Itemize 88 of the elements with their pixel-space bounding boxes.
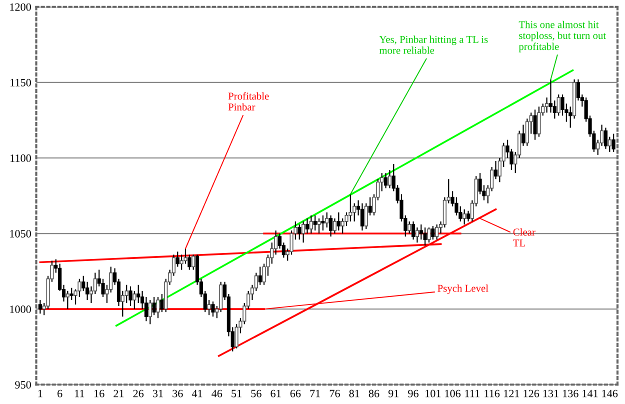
candlestick — [360, 202, 364, 232]
candlestick — [298, 224, 302, 240]
candlestick — [336, 212, 340, 232]
candlestick — [176, 251, 180, 268]
x-tick-label: 116 — [484, 390, 500, 398]
x-tick-label: 26 — [133, 390, 144, 398]
candlestick — [128, 286, 132, 307]
x-tick-label: 16 — [94, 390, 104, 398]
candlestick — [384, 172, 388, 189]
x-tick-label: 21 — [114, 390, 124, 398]
x-tick-label: 11 — [75, 390, 84, 398]
x-tick-label: 71 — [310, 390, 320, 398]
candlestick — [427, 226, 431, 244]
annotation: Clear TL — [513, 228, 536, 246]
x-tick-label: 86 — [368, 390, 380, 398]
candlestick — [556, 94, 560, 116]
candlestick — [82, 275, 86, 292]
x-tick-label: 41 — [192, 390, 202, 398]
candlestick — [325, 212, 329, 228]
candlestick — [466, 210, 470, 222]
x-tick-label: 106 — [445, 390, 461, 398]
annotation: Psych Level — [438, 284, 488, 294]
candlestick — [462, 208, 466, 225]
candlestick — [38, 299, 42, 314]
candlestick — [348, 194, 352, 222]
x-tick-label: 56 — [251, 390, 262, 398]
x-tick-label: 111 — [465, 390, 480, 398]
candlestick — [156, 296, 160, 319]
candlestick — [309, 214, 313, 234]
candlestick — [317, 218, 321, 234]
y-tick-label: 1000 — [10, 306, 31, 314]
candlestick — [70, 287, 74, 301]
y-tick-label: 1050 — [10, 230, 31, 238]
x-tick-label: 81 — [349, 390, 360, 398]
y-tick-label: 950 — [15, 381, 31, 389]
candlestick — [211, 300, 215, 318]
y-tick-label: 1150 — [10, 78, 31, 86]
candlestick — [568, 106, 572, 128]
y-tick-label: 1200 — [10, 3, 31, 11]
candlestick — [302, 220, 306, 244]
x-tick-label: 66 — [290, 390, 301, 398]
x-tick-label: 91 — [388, 390, 399, 398]
candlestick — [423, 226, 427, 246]
candlestick — [604, 127, 608, 150]
x-tick-label: 131 — [543, 390, 558, 398]
x-tick-label: 46 — [212, 390, 222, 398]
candlestick — [411, 220, 416, 240]
candlestick — [152, 296, 156, 316]
annotation: Profitable Pinbar — [228, 92, 269, 111]
x-tick-label: 61 — [270, 390, 281, 398]
candlestick — [124, 284, 128, 304]
candlestick — [388, 169, 392, 189]
x-tick-label: 136 — [563, 390, 578, 398]
candlestick — [258, 266, 262, 286]
candlestick — [612, 133, 616, 152]
x-tick-label: 96 — [408, 390, 418, 398]
x-tick-label: 31 — [152, 390, 163, 398]
candlestick — [545, 96, 549, 114]
x-tick-label: 76 — [330, 390, 340, 398]
candlestick — [521, 124, 526, 146]
candlestick — [415, 226, 419, 244]
candlestick — [494, 160, 498, 180]
candlestick — [160, 293, 164, 313]
candlestick — [368, 196, 372, 216]
annotation: This one almost hit stoploss, but turn out profitable — [518, 20, 606, 52]
x-tick-label: 146 — [602, 390, 618, 398]
candlestick — [132, 290, 136, 310]
x-tick-label: 1 — [38, 390, 42, 398]
candlestick — [431, 225, 435, 240]
candlestick — [313, 214, 317, 232]
candlestick — [66, 290, 70, 310]
x-tick-label: 101 — [426, 390, 441, 398]
candlestick — [533, 109, 537, 140]
candlestick — [537, 106, 541, 138]
candlestick — [305, 218, 310, 234]
y-tick-label: 1100 — [10, 154, 31, 162]
x-tick-label: 121 — [504, 390, 520, 398]
candlestick — [148, 299, 152, 325]
candlestick — [329, 214, 333, 238]
x-tick-label: 6 — [58, 390, 62, 398]
annotation: Yes, Pinbar hitting a TL is more reliable — [379, 36, 488, 54]
x-tick-label: 126 — [524, 390, 540, 398]
x-tick-label: 141 — [582, 390, 598, 398]
x-tick-label: 51 — [232, 390, 242, 398]
candlestick — [408, 220, 412, 234]
x-tick-label: 36 — [172, 390, 183, 398]
candlestick — [435, 224, 439, 240]
candlestick — [321, 214, 325, 232]
